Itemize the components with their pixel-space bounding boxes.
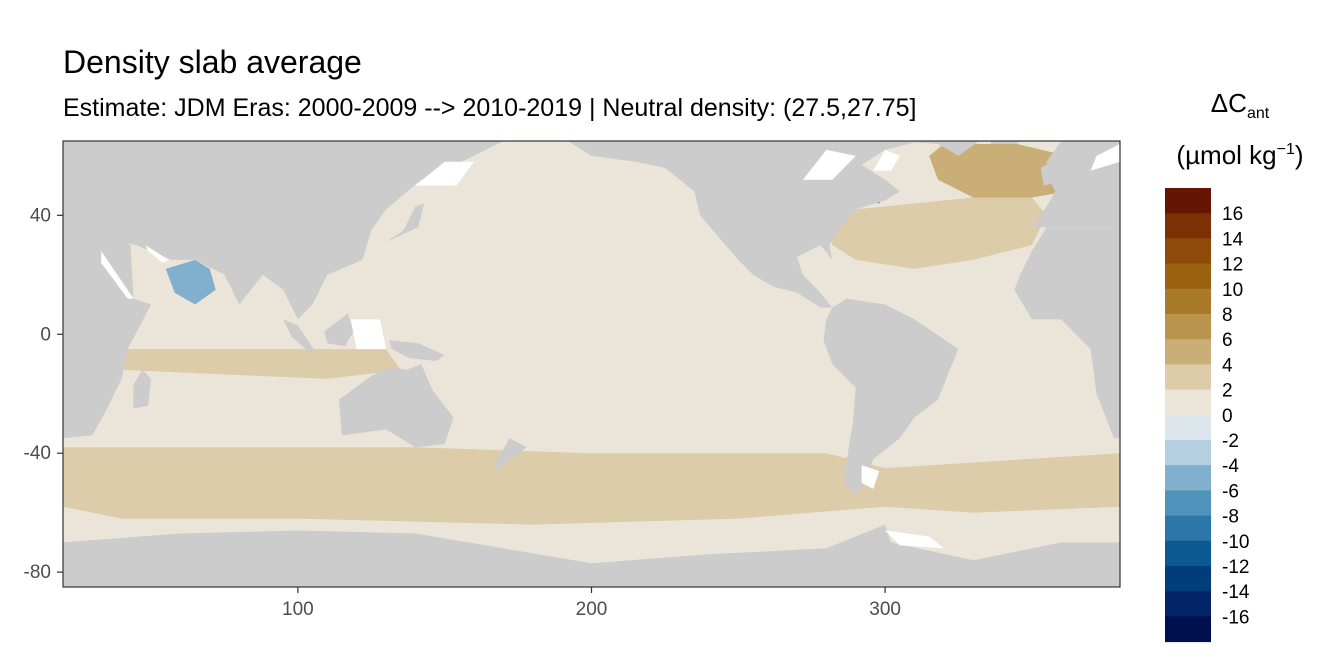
legend-label: 8 [1222, 305, 1233, 326]
y-tick-label: -40 [24, 443, 51, 464]
legend-label: 10 [1222, 280, 1243, 301]
legend-label: -12 [1222, 557, 1249, 578]
no-data-sea-of-okhotsk [415, 161, 475, 186]
legend-label: 4 [1222, 355, 1233, 376]
legend-units: (µmol kg−1) [1176, 140, 1303, 170]
legend-key [1165, 364, 1211, 391]
y-tick-label: -80 [24, 562, 51, 583]
y-tick-label: 0 [40, 324, 51, 345]
land-iceland [990, 141, 1021, 144]
legend-key [1165, 389, 1211, 416]
legend-label: 2 [1222, 381, 1233, 402]
land-new-zealand [494, 438, 527, 471]
legend-title: ΔCant [1211, 88, 1270, 122]
land-australia [339, 364, 454, 448]
land-madagascar [133, 369, 152, 409]
legend-key [1165, 238, 1211, 265]
region-arabian-sea-loss [165, 259, 216, 305]
land-sumatra [283, 319, 316, 353]
no-data-weddell-edge [885, 530, 944, 549]
chart-title: Density slab average [63, 44, 362, 80]
legend-key [1165, 213, 1211, 239]
land-eurasia [63, 141, 504, 320]
no-data-indonesian-seas [350, 319, 386, 350]
land-britain [1040, 161, 1056, 186]
region-subpolar-north-atlantic [929, 144, 1068, 198]
y-axis: 40 0 -40 -80 [24, 205, 63, 583]
legend-label: -6 [1222, 481, 1239, 502]
land-north-america [568, 141, 921, 308]
legend-label: -8 [1222, 507, 1239, 528]
no-data-labrador-sea [873, 149, 900, 171]
legend-label: -14 [1222, 582, 1250, 603]
land-africa [63, 230, 152, 439]
legend-key [1165, 591, 1211, 617]
legend-label: 6 [1222, 330, 1233, 351]
legend-key [1165, 540, 1211, 567]
legend-key [1165, 263, 1211, 290]
color-legend: ΔCant (µmol kg−1) 16 14 12 10 8 6 4 2 0 -2 -4 -6 -8 -… [1165, 88, 1304, 643]
region-north-atlantic-gain [826, 197, 1047, 269]
chart-subtitle: Estimate: JDM Eras: 2000-2009 --> 2010-2… [63, 94, 917, 122]
land-borneo [324, 313, 354, 347]
land-antarctica [63, 524, 1120, 587]
legend-keys: 16 14 12 10 8 6 4 2 0 -2 -4 -6 -8 -10 -12 -14 -16 [1165, 188, 1250, 643]
legend-label: 0 [1222, 406, 1233, 427]
x-tick-label: 200 [576, 599, 608, 620]
y-tick-label: 40 [30, 205, 51, 226]
land-west-africa [1014, 227, 1120, 439]
no-data-persian-gulf [145, 245, 169, 263]
x-tick-label: 300 [869, 599, 901, 620]
x-tick-label: 100 [282, 599, 314, 620]
legend-label: 16 [1222, 204, 1243, 225]
legend-label: 12 [1222, 255, 1243, 276]
legend-key [1165, 440, 1211, 466]
no-data-baltic [1090, 144, 1120, 171]
legend-key [1165, 339, 1211, 365]
x-axis: 100 200 300 [282, 587, 901, 620]
legend-key [1165, 566, 1211, 592]
legend-key [1165, 616, 1211, 643]
legend-key [1165, 288, 1211, 315]
map-panel [62, 140, 1121, 588]
legend-label: 14 [1222, 229, 1244, 250]
legend-key [1165, 188, 1211, 214]
legend-label: -10 [1222, 532, 1249, 553]
land-masks [63, 141, 1120, 587]
legend-key [1165, 414, 1211, 441]
no-data-hudson-bay [802, 149, 856, 180]
legend-label: -4 [1222, 456, 1239, 477]
region-indian-ocean-band [121, 349, 401, 379]
legend-key [1165, 465, 1211, 491]
land-greenland [899, 141, 980, 156]
land-japan [386, 203, 425, 243]
legend-label: -2 [1222, 431, 1239, 452]
legend-label: -16 [1222, 607, 1249, 628]
land-new-guinea [388, 340, 445, 361]
legend-key [1165, 314, 1211, 340]
no-data-patagonia-shelf [861, 465, 880, 489]
no-data-red-sea [101, 251, 134, 299]
legend-key [1165, 515, 1211, 542]
legend-key [1165, 490, 1211, 517]
land-south-america [823, 298, 959, 495]
